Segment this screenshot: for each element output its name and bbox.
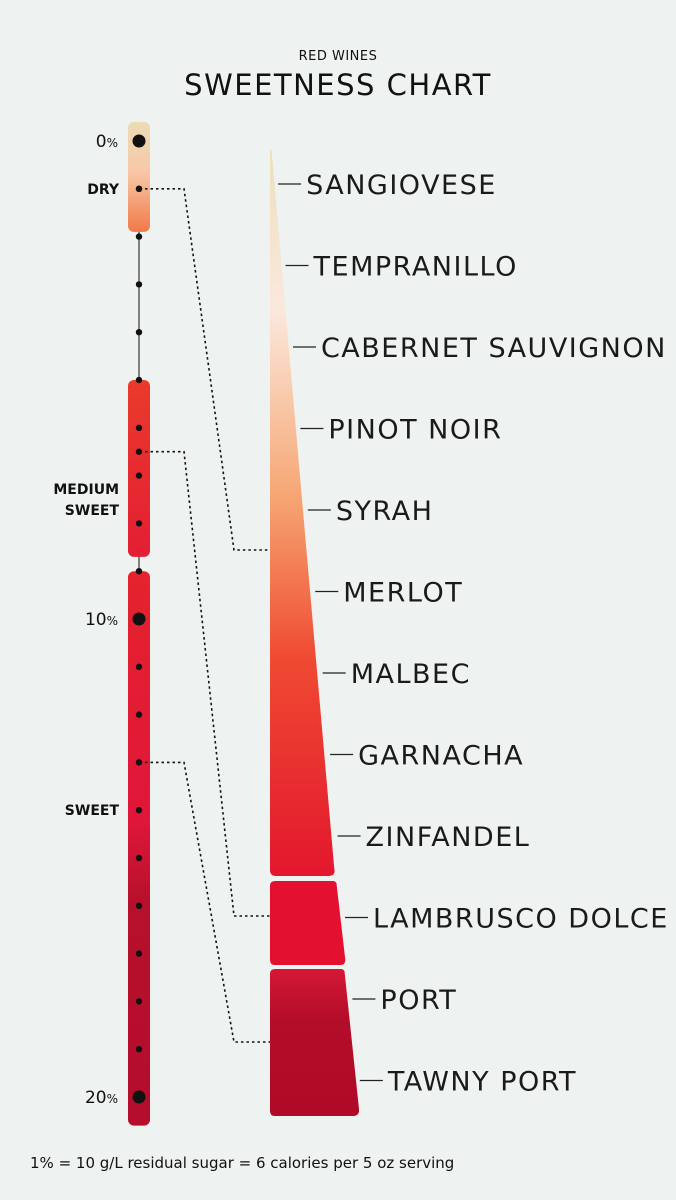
tick-percent-sign: % [107, 614, 118, 628]
tick-label: 20% [85, 1088, 118, 1108]
level-label-word: DRY [87, 182, 120, 198]
wine-label: PINOT NOIR [328, 415, 502, 446]
scale-dot [132, 1090, 146, 1104]
scale-dot [132, 612, 146, 626]
scale-dot [135, 281, 143, 288]
connector-dotted-line [145, 450, 288, 917]
scale-dot [135, 520, 143, 527]
level-label: SWEET [65, 803, 120, 819]
level-label-word: MEDIUM [53, 482, 119, 498]
connector-dotted-line [145, 188, 288, 551]
scale-dot [135, 711, 143, 718]
scale-dot [135, 663, 143, 670]
wine-triangle [270, 150, 360, 1116]
tick-percent-sign: % [107, 1092, 118, 1106]
triangle-port-segment [270, 969, 360, 1116]
level-label-word: SWEET [65, 503, 120, 519]
level-label-word: SWEET [65, 803, 120, 819]
scale-dot [135, 376, 143, 384]
scale-dot [135, 950, 143, 957]
chart-header: RED WINES SWEETNESS CHART [184, 49, 492, 102]
footnote: 1% = 10 g/L residual sugar = 6 calories … [30, 1154, 454, 1172]
connector-lines [135, 185, 292, 1046]
scale-dot [135, 1046, 143, 1053]
tick-number: 20 [85, 1088, 107, 1108]
tick-label: 0% [96, 132, 118, 152]
triangle-main-segment [270, 150, 335, 876]
chart-title: SWEETNESS CHART [184, 68, 492, 102]
tick-number: 0 [96, 132, 107, 152]
wine-label: SYRAH [336, 496, 434, 527]
scale-dot [135, 329, 143, 336]
tick-percent-sign: % [107, 136, 118, 150]
scale-dot [135, 902, 143, 909]
scale-dot [132, 134, 146, 148]
scale-dot [135, 854, 143, 862]
scale-dot [135, 568, 143, 575]
connector-start-dot [135, 185, 143, 192]
scale-segment-sweet [128, 571, 150, 1126]
scale-dot [135, 424, 143, 431]
wine-label: PORT [380, 985, 457, 1016]
level-label: DRY [87, 182, 120, 198]
wine-label: CABERNET SAUVIGNON [321, 333, 667, 364]
chart-supertitle: RED WINES [299, 49, 378, 64]
scale-dot [135, 233, 143, 240]
scale-dot [135, 998, 143, 1005]
wine-label: SANGIOVESE [306, 170, 497, 201]
scale-segment-medium [128, 380, 150, 557]
scale-dot [135, 807, 143, 814]
wine-label: TAWNY PORT [387, 1067, 577, 1098]
level-label: MEDIUM SWEET [53, 482, 119, 519]
tick-label: 10% [85, 610, 118, 630]
wine-label: GARNACHA [358, 741, 524, 772]
tick-number: 10 [85, 610, 107, 630]
wine-label: MALBEC [351, 659, 471, 690]
scale-segment-dry [128, 121, 150, 232]
triangle-lambrusco-segment [270, 881, 346, 965]
connector-start-dot [135, 448, 143, 455]
wine-label: ZINFANDEL [366, 822, 531, 853]
connector-start-dot [135, 759, 143, 766]
wine-label: MERLOT [343, 578, 463, 609]
connector-dotted-line [145, 761, 288, 1043]
wine-label: LAMBRUSCO DOLCE [373, 904, 669, 935]
wine-label: TEMPRANILLO [313, 252, 518, 283]
scale-dot [135, 472, 143, 479]
wine-labels: SANGIOVESE TEMPRANILLO CABERNET SAUVIGNON P… [278, 170, 669, 1098]
